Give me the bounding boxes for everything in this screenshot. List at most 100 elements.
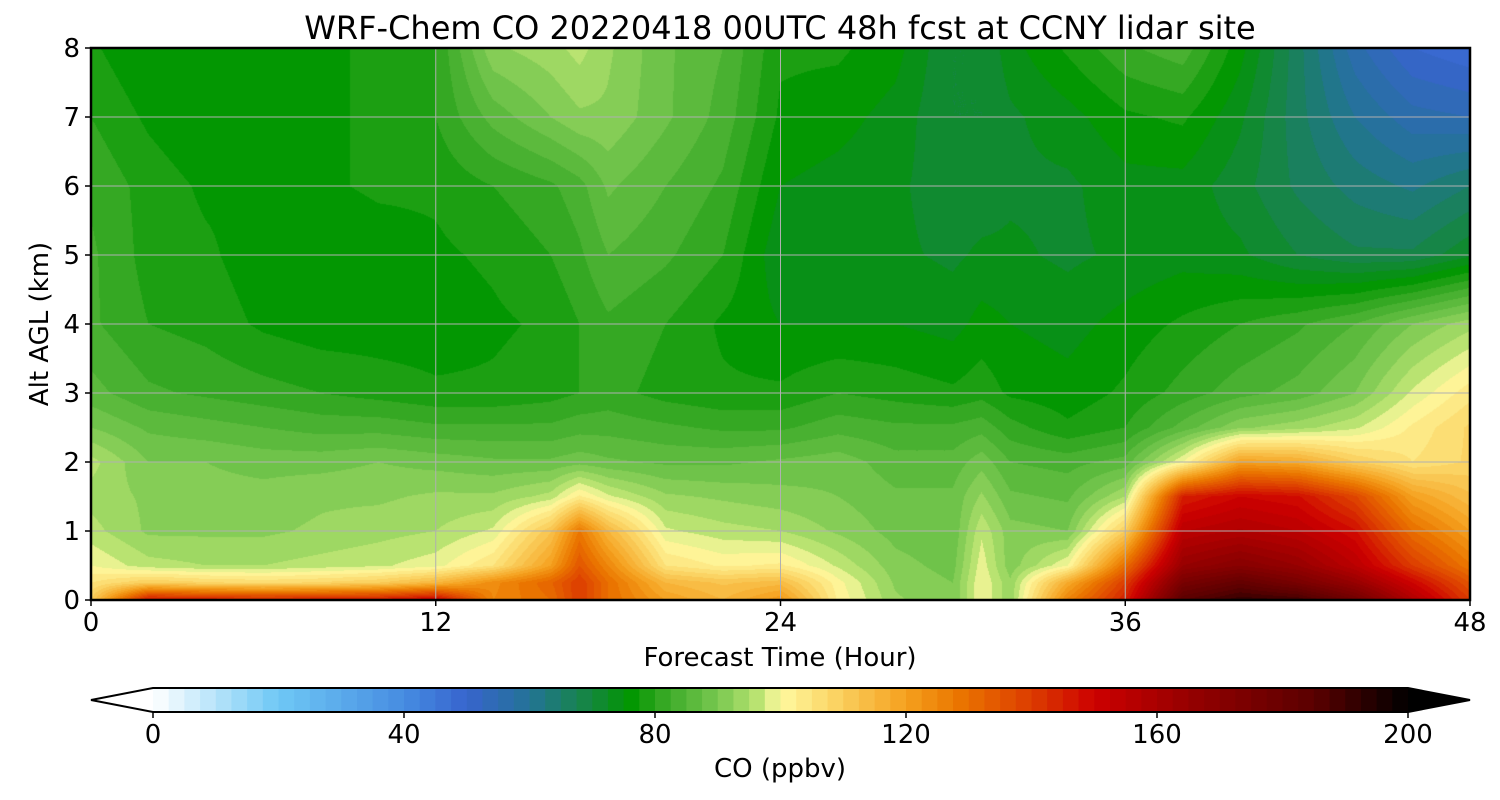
y-tick-label: 2 [63,448,80,478]
colorbar-segment [1141,688,1158,712]
colorbar-segment [168,688,185,712]
colorbar-segment [890,688,907,712]
colorbar-segment [717,688,735,712]
colorbar-tick-label: 120 [881,720,931,750]
y-tick-label: 7 [63,103,80,133]
colorbar-segment [1015,688,1033,712]
colorbar-segment [686,688,703,712]
colorbar-segment [780,688,797,712]
y-tick-label: 5 [63,241,80,271]
colorbar-segment [906,688,923,712]
colorbar-segment [1157,688,1174,712]
colorbar-segment [356,688,374,712]
colorbar-tick-label: 160 [1132,720,1182,750]
chart-title: WRF-Chem CO 20220418 00UTC 48h fcst at C… [304,9,1255,47]
colorbar-tick-label: 80 [638,720,671,750]
colorbar-segment [607,688,625,712]
x-tick-label: 24 [764,608,797,638]
colorbar-segment [702,688,719,712]
colorbar-segment [953,688,970,712]
colorbar-segment [1125,688,1142,712]
colorbar-segment [529,688,546,712]
colorbar-segment [560,688,578,712]
colorbar-segment [1188,688,1205,712]
colorbar-segment [1392,688,1409,712]
colorbar-segment [435,688,452,712]
colorbar-segment [592,688,609,712]
colorbar-segment [1219,688,1237,712]
colorbar-segment [827,688,844,712]
colorbar-tick-label: 40 [387,720,420,750]
colorbar-segment [309,688,327,712]
colorbar-segment [294,688,311,712]
colorbar-segment [1329,688,1346,712]
colorbar-label: CO (ppbv) [714,754,846,784]
x-tick-label: 0 [83,608,100,638]
y-tick-label: 8 [63,34,80,64]
colorbar-segment [153,688,170,712]
colorbar-segment [498,688,515,712]
y-tick-label: 0 [63,586,80,616]
colorbar-segment [874,688,891,712]
colorbar-segment [811,688,829,712]
colorbar-tick-label: 0 [145,720,162,750]
colorbar-segment [1031,688,1048,712]
colorbar-segment [545,688,562,712]
colorbar-segment [262,688,280,712]
colorbar-segment [1298,688,1315,712]
y-tick-label: 1 [63,517,80,547]
colorbar-segment [419,688,436,712]
colorbar-segment [200,688,217,712]
colorbar-segment [749,688,766,712]
colorbar-segment [341,688,358,712]
colorbar-extend-max [1408,688,1470,712]
colorbar-segment [1251,688,1268,712]
y-tick-label: 3 [63,379,80,409]
colorbar-segment [1345,688,1362,712]
colorbar-segment [639,688,656,712]
colorbar-segment [513,688,531,712]
colorbar-segment [937,688,954,712]
colorbar-ticks: 0 40 80 120 160 200 [145,712,1433,750]
colorbar-segment [451,688,468,712]
colorbar-segment [231,688,248,712]
colorbar-segment [1204,688,1221,712]
colorbar-segment [655,688,672,712]
colorbar-segment [623,688,640,712]
colorbar-segment [388,688,405,712]
colorbar-segment [1094,688,1111,712]
colorbar-segment [1047,688,1064,712]
colorbar-tick-label: 200 [1383,720,1433,750]
colorbar-segment [796,688,813,712]
colorbar-segment [1109,688,1127,712]
colorbar-segment [670,688,687,712]
colorbar-segment [576,688,593,712]
colorbar-segment [1172,688,1189,712]
colorbar-segment [921,688,938,712]
y-tick-label: 4 [63,310,80,340]
colorbar-segment [968,688,986,712]
y-axis-ticks: 0 1 2 3 4 5 6 7 8 [63,34,91,616]
colorbar-segment [858,688,876,712]
colorbar-segment [482,688,499,712]
colorbar-segment [184,688,201,712]
x-axis-ticks: 0 12 24 36 48 [83,600,1487,638]
colorbar-segment [1078,688,1095,712]
colorbar-segment [1235,688,1252,712]
x-tick-label: 36 [1109,608,1142,638]
colorbar-segment [325,688,342,712]
colorbar-segment [278,688,295,712]
colorbar [90,687,1471,713]
colorbar-segment [1313,688,1331,712]
colorbar-segment [843,688,860,712]
colorbar-segment [1282,688,1299,712]
colorbar-segment [1062,688,1080,712]
colorbar-segment [215,688,233,712]
colorbar-segment [1266,688,1284,712]
y-axis-label: Alt AGL (km) [25,242,55,406]
colorbar-segment [1376,688,1393,712]
colorbar-segment [733,688,750,712]
x-tick-label: 48 [1453,608,1486,638]
colorbar-segment [764,688,782,712]
